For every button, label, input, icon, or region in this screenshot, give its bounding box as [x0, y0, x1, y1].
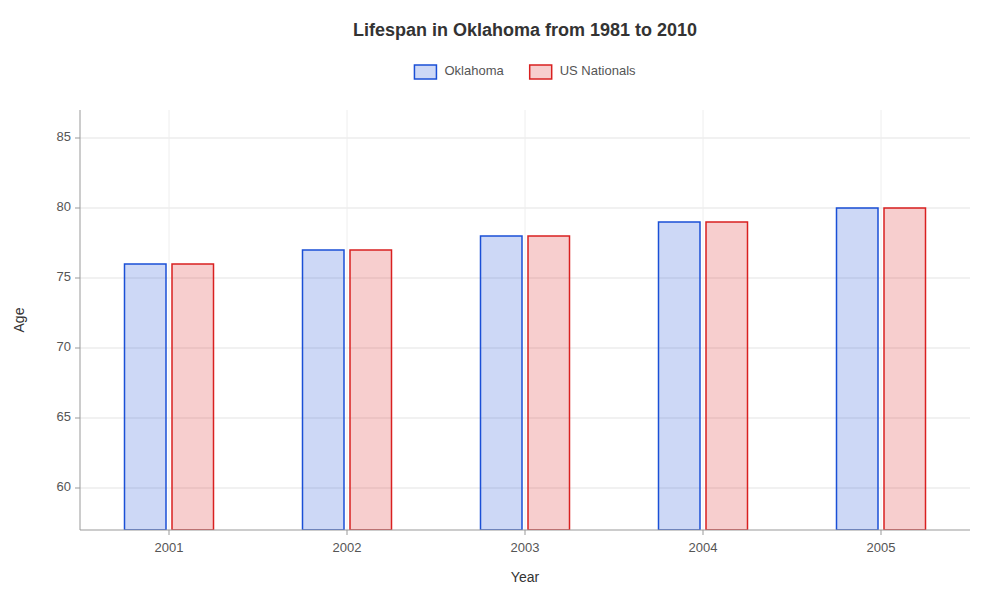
x-tick-label: 2001: [155, 540, 184, 555]
x-tick-label: 2005: [867, 540, 896, 555]
y-tick-label: 85: [57, 129, 71, 144]
y-tick: [75, 418, 80, 419]
y-axis-label: Age: [11, 307, 27, 332]
bar: [706, 222, 748, 530]
legend-item: US Nationals: [530, 63, 636, 79]
y-tick: [75, 488, 80, 489]
y-tick-label: 70: [57, 339, 71, 354]
grid: [80, 110, 970, 530]
x-tick: [881, 530, 882, 535]
grid-line-x: [347, 110, 348, 530]
bar: [659, 222, 701, 530]
bar: [884, 208, 926, 530]
y-tick-label: 80: [57, 199, 71, 214]
title: Lifespan in Oklahoma from 1981 to 2010: [353, 20, 697, 40]
x-tick-label: 2003: [511, 540, 540, 555]
y-tick-label: 75: [57, 269, 71, 284]
axes: 60 65 70 75 80 85 2001 2002 2003 2004 2005: [57, 110, 970, 555]
legend-item: Oklahoma: [414, 63, 504, 79]
y-tick-label: 60: [57, 479, 71, 494]
y-tick: [75, 348, 80, 349]
bar: [303, 250, 345, 530]
x-tick: [525, 530, 526, 535]
legend-swatch: [530, 65, 552, 79]
legend-swatch: [414, 65, 436, 79]
x-tick: [703, 530, 704, 535]
bar: [528, 236, 570, 530]
legend-label: US Nationals: [560, 63, 636, 78]
x-tick: [169, 530, 170, 535]
x-axis-label: Year: [511, 569, 540, 585]
y-tick: [75, 278, 80, 279]
y-axis-line: [80, 110, 81, 530]
y-tick: [75, 138, 80, 139]
grid-line-x: [525, 110, 526, 530]
grid-line-x: [881, 110, 882, 530]
y-tick-label: 65: [57, 409, 71, 424]
legend-label: Oklahoma: [444, 63, 504, 78]
bar: [837, 208, 879, 530]
chart-container: 60 65 70 75 80 85 2001 2002 2003 2004 2005 Year Age L…: [0, 0, 1000, 600]
y-tick: [75, 208, 80, 209]
x-tick-label: 2002: [333, 540, 362, 555]
bars: [125, 208, 926, 530]
x-tick: [347, 530, 348, 535]
x-tick-label: 2004: [689, 540, 718, 555]
chart-svg: 60 65 70 75 80 85 2001 2002 2003 2004 2005 Year Age L…: [0, 0, 1000, 600]
bar: [481, 236, 523, 530]
legend: Oklahoma US Nationals: [414, 63, 636, 79]
bar: [125, 264, 167, 530]
grid-line-x: [169, 110, 170, 530]
bar: [172, 264, 214, 530]
grid-line-x: [703, 110, 704, 530]
bar: [350, 250, 392, 530]
